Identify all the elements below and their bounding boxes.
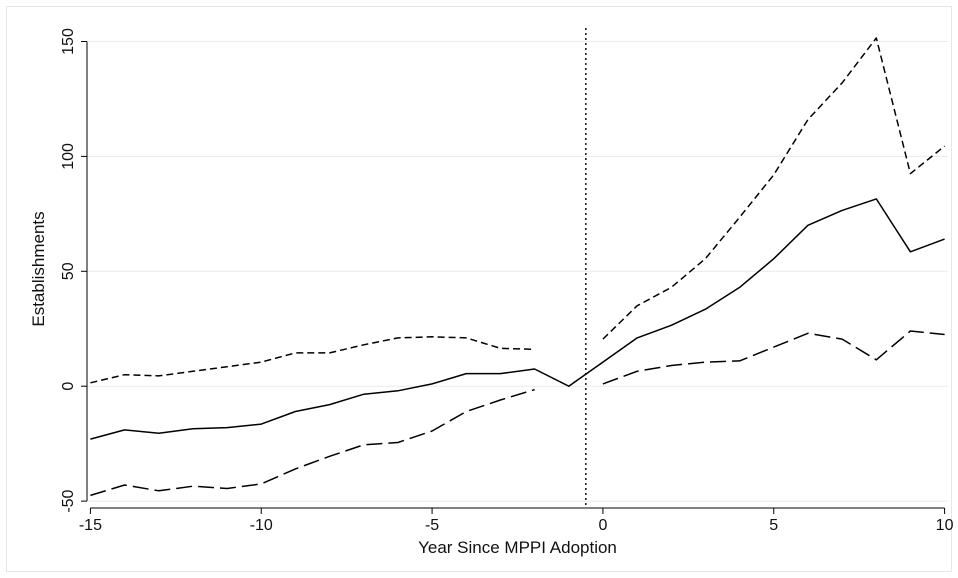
y-tick-label: -50 [60, 489, 77, 512]
x-tick-label: 10 [936, 517, 954, 534]
series-group [90, 37, 946, 497]
series-short-dash-line-segment-2 [602, 37, 946, 340]
series-long-dash-line-segment-1 [90, 388, 535, 497]
x-tick-label: 5 [769, 517, 778, 534]
y-tick-label: 50 [60, 262, 77, 280]
gridlines [87, 40, 948, 502]
x-tick-label: 0 [598, 517, 607, 534]
series-solid-line [90, 198, 945, 440]
series-short-dash-line-segment-1 [90, 336, 535, 384]
y-axis-title: Establishments [29, 211, 48, 326]
y-tick-label: 100 [60, 143, 77, 170]
y-axis-ticks: -50 0 50 100 150 [60, 28, 87, 513]
series-long-dash-line-segment-2 [602, 330, 945, 385]
x-tick-label: -15 [79, 517, 102, 534]
x-axis-title: Year Since MPPI Adoption [418, 538, 617, 557]
chart-frame [6, 6, 952, 572]
x-axis-ticks: -15 -10 -5 0 5 10 [79, 508, 954, 534]
x-tick-label: -10 [250, 517, 273, 534]
y-tick-label: 150 [60, 28, 77, 55]
y-tick-label: 0 [60, 382, 77, 391]
x-tick-label: -5 [425, 517, 439, 534]
